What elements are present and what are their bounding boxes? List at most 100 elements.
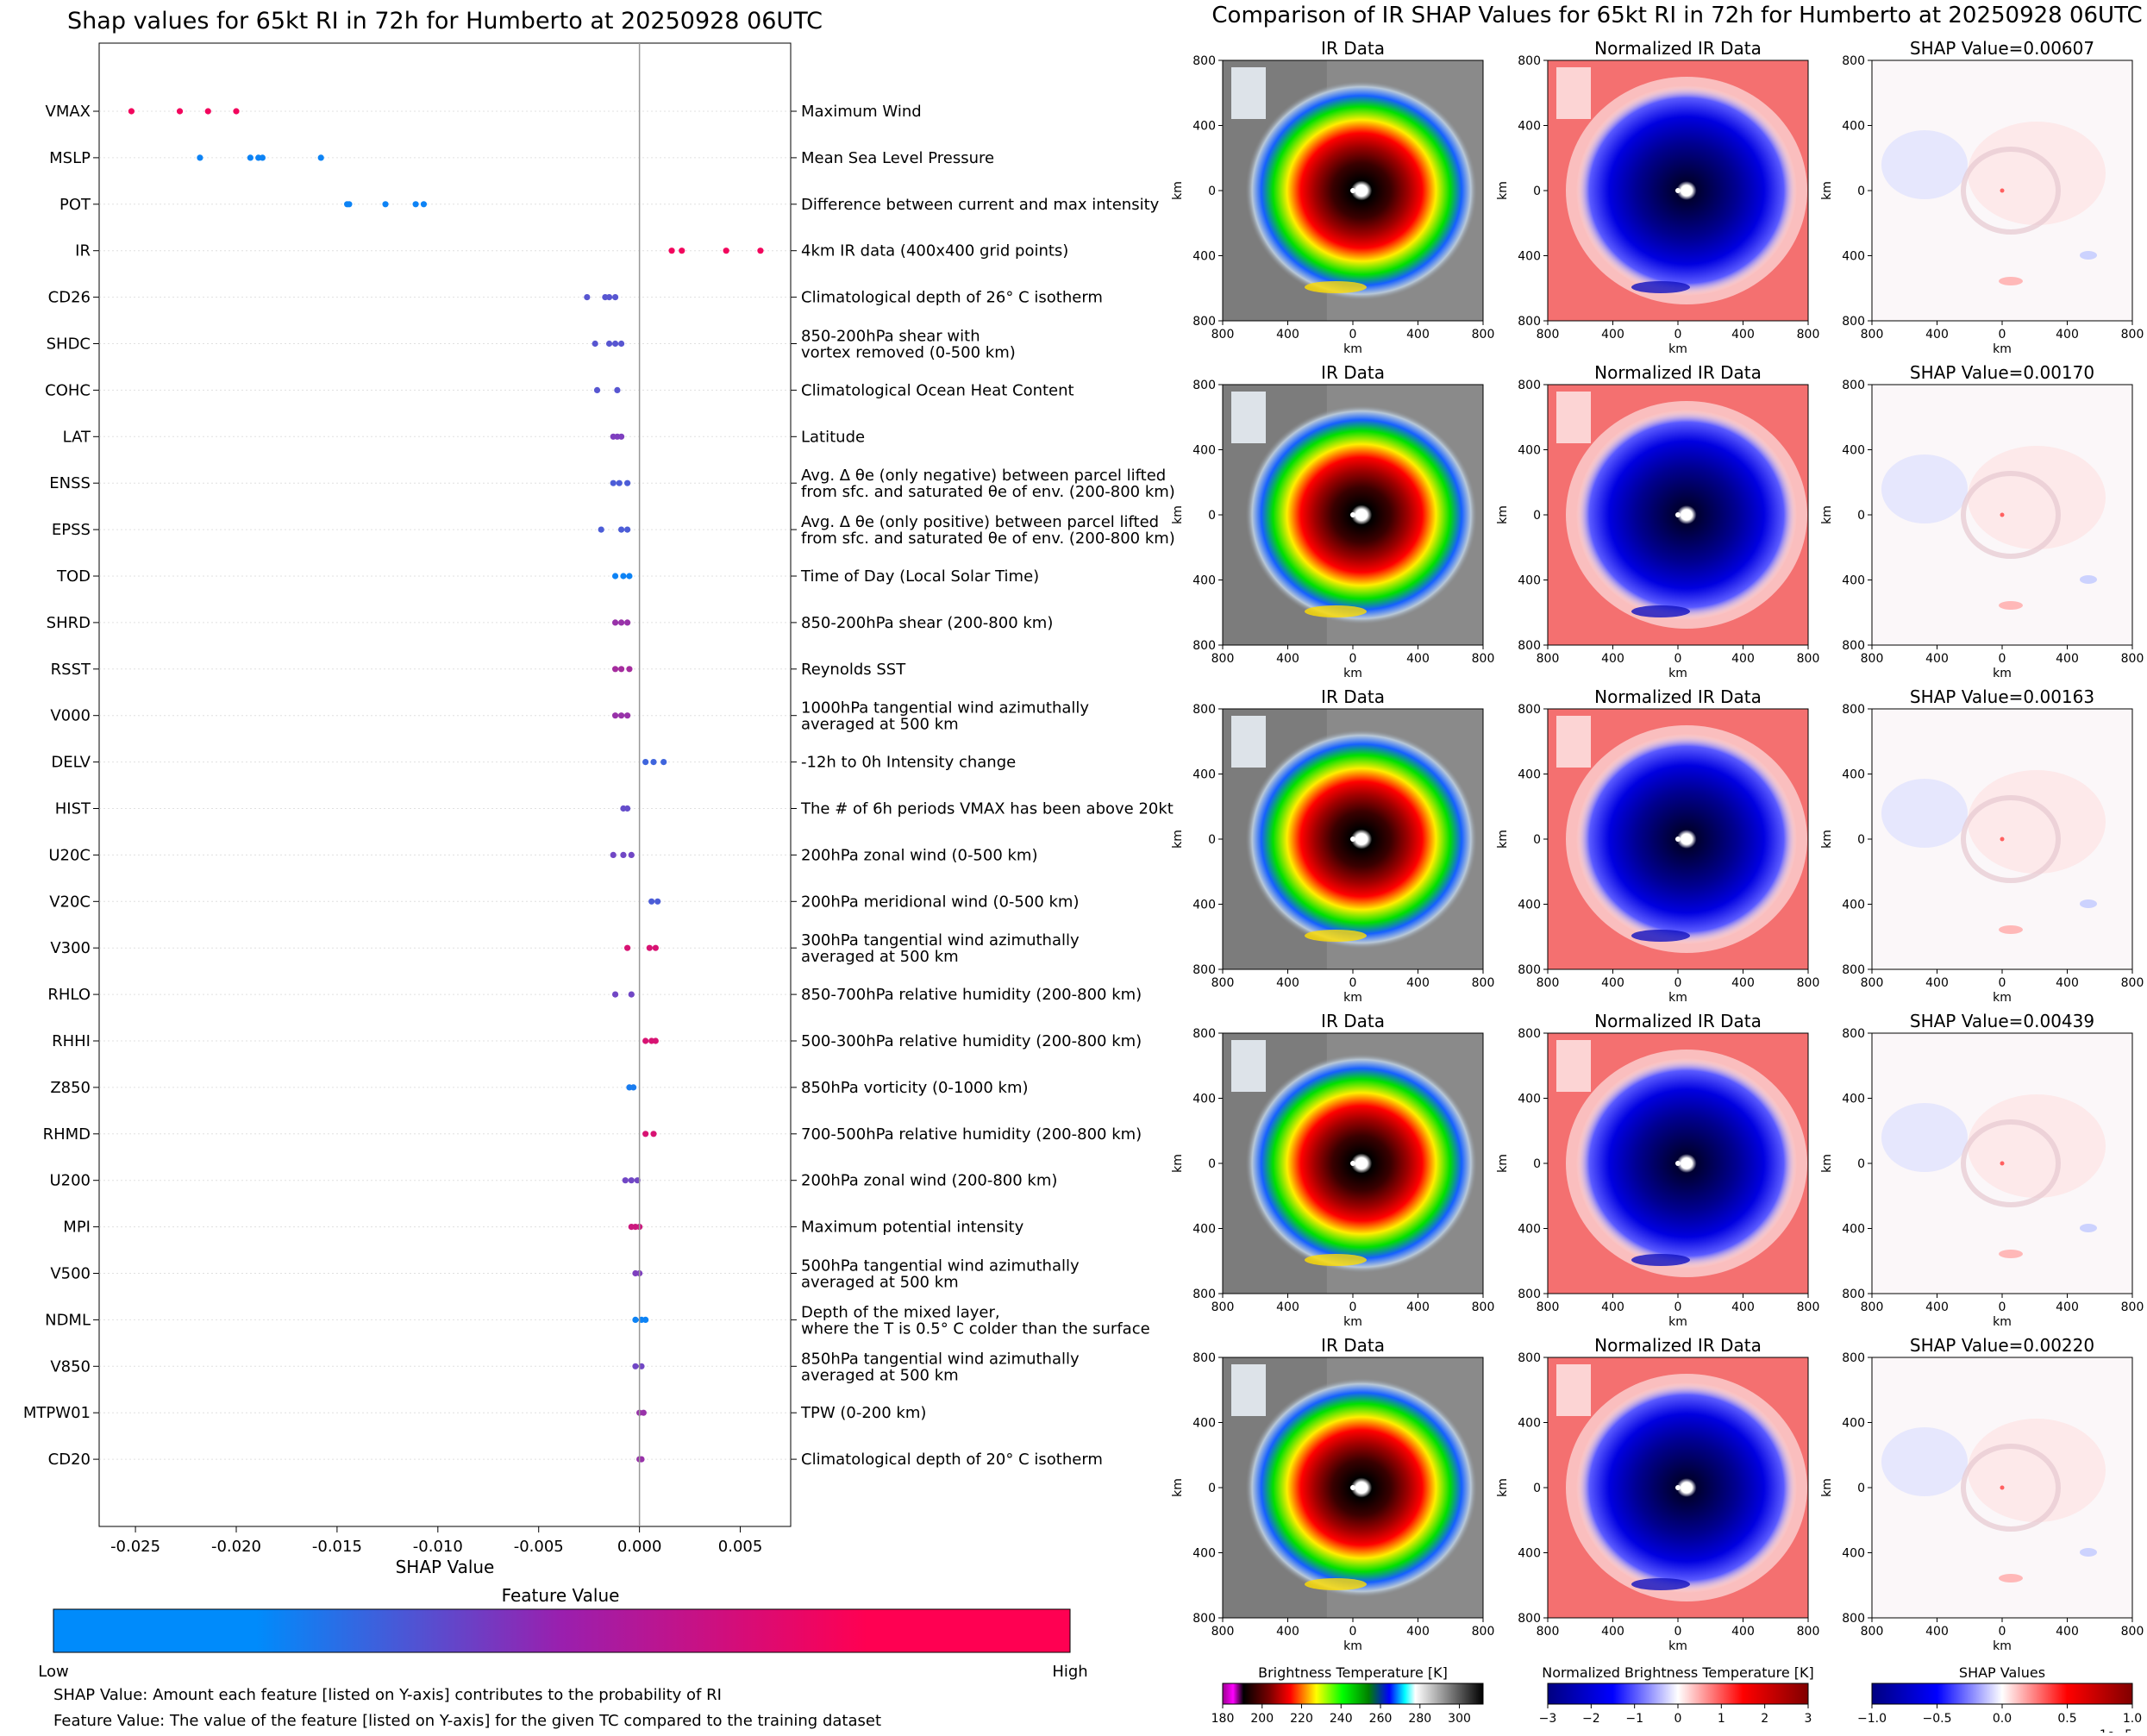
colorbar-high-label: High (1052, 1663, 1087, 1681)
panel-y-tick-label: 400 (1192, 1093, 1216, 1106)
panel-x-tick-label: 800 (1211, 1300, 1235, 1314)
shap-negative-spot (2080, 1224, 2097, 1232)
shap-center (2000, 837, 2005, 842)
panel-y-tick-label: 400 (1192, 768, 1216, 782)
panel-x-tick-label: 400 (1406, 976, 1430, 990)
panel-x-tick-label: 0 (1999, 1300, 2006, 1314)
panel-y-tick-label: 400 (1842, 444, 1865, 458)
panel-y-tick-label: 0 (1208, 1482, 1216, 1495)
shap-colorbar: SHAP Values −1.0 −0.5 0.0 0.5 1.0 1e−5 (1857, 1664, 2142, 1736)
feature-code-label: TOD (56, 567, 91, 586)
panel-x-tick-label: 0 (1349, 328, 1357, 342)
panel-x-tick-label: 400 (1925, 328, 1949, 342)
panel-y-label: km (1496, 830, 1510, 849)
panel-y-tick-label: 800 (1518, 1351, 1541, 1365)
shap-positive-region (1968, 770, 2106, 874)
panel-y-label: km (1171, 505, 1185, 524)
panel-x-tick-label: 400 (2056, 328, 2079, 342)
shap-point (611, 340, 619, 348)
shap-center (2000, 188, 2005, 193)
panel-x-tick-label: 400 (1731, 1625, 1755, 1639)
panel-x-label: km (1993, 1639, 2012, 1653)
panel-y-tick-label: 400 (1518, 574, 1541, 588)
ir-cloud-patch (1231, 716, 1266, 768)
colorbar-tick-label: 280 (1408, 1712, 1431, 1726)
panel-x-tick-label: 400 (1601, 652, 1624, 666)
panel-x-tick-label: 800 (2121, 328, 2144, 342)
panel-y-label: km (1171, 830, 1185, 849)
panel-x-tick-label: 400 (1925, 1300, 1949, 1314)
ir-rainband (1305, 605, 1367, 617)
shap-point (650, 759, 657, 766)
feature-code-label: V500 (50, 1265, 91, 1283)
normalized-ir-panel: Normalized IR Data8008004004000040040080… (1496, 1335, 1819, 1653)
normalized-rainband (1631, 930, 1690, 942)
panel-x-label: km (1993, 991, 2012, 1005)
panel-x-tick-label: 400 (2056, 652, 2079, 666)
panel-title: IR Data (1321, 362, 1385, 383)
feature-code-label: RHHI (52, 1032, 91, 1050)
panel-x-tick-label: 800 (1797, 976, 1820, 990)
x-tick-label: -0.025 (110, 1538, 160, 1556)
panel-y-label: km (1171, 181, 1185, 200)
shap-negative-region (1881, 1103, 1968, 1172)
colorbar-tick-label: 1.0 (2123, 1712, 2142, 1726)
panel-y-tick-label: 400 (1192, 120, 1216, 134)
feature-description: 850-200hPa shear (200-800 km) (801, 614, 1053, 632)
colorbar-tick-label: 260 (1369, 1712, 1393, 1726)
feature-code-label: ENSS (49, 474, 91, 492)
panel-y-label: km (1496, 1154, 1510, 1173)
shap-point (624, 805, 631, 812)
shap-panel: SHAP Value=0.002208008004004000040040080… (1820, 1335, 2144, 1653)
panel-title: IR Data (1321, 1011, 1385, 1031)
shap-positive-region (1968, 446, 2106, 549)
shap-positive-region (1968, 1094, 2106, 1198)
normalized-ir-panel: Normalized IR Data8008004004000040040080… (1496, 38, 1819, 356)
normalized-cloud-patch (1556, 716, 1591, 768)
panel-y-tick-label: 0 (1533, 509, 1541, 523)
feature-description: Mean Sea Level Pressure (801, 149, 994, 167)
shap-point (620, 851, 627, 859)
panel-x-tick-label: 800 (1211, 652, 1235, 666)
panel-x-label: km (1343, 1315, 1362, 1329)
panel-y-tick-label: 800 (1192, 1027, 1216, 1041)
shap-point (624, 526, 631, 533)
shap-center (2000, 512, 2005, 517)
shap-point (616, 479, 623, 486)
shap-point (610, 479, 617, 486)
panel-y-label: km (1820, 1154, 1834, 1173)
panel-y-tick-label: 0 (1208, 185, 1216, 198)
shap-point (605, 340, 613, 348)
colorbar-tick-label: 2 (1761, 1712, 1768, 1726)
panel-y-label: km (1820, 181, 1834, 200)
panel-x-tick-label: 0 (1999, 1625, 2006, 1639)
colorbar-tick-label: 1 (1718, 1712, 1725, 1726)
note-shap-value: SHAP Value: Amount each feature [listed … (53, 1686, 722, 1704)
shap-point (630, 1084, 637, 1091)
feature-description: -12h to 0h Intensity change (801, 754, 1016, 772)
feature-description: Difference between current and max inten… (801, 196, 1160, 214)
panel-x-tick-label: 0 (1674, 976, 1682, 990)
panel-x-tick-label: 400 (1601, 1300, 1624, 1314)
normalized-ir-panel: Normalized IR Data8008004004000040040080… (1496, 1011, 1819, 1329)
panel-title: SHAP Value=0.00439 (1910, 1011, 2094, 1031)
eye-marker (1675, 1485, 1681, 1490)
panel-y-tick-label: 400 (1192, 574, 1216, 588)
panel-y-tick-label: 800 (1842, 639, 1865, 653)
normalized-rainband (1631, 605, 1690, 617)
hurricane-normalized-image (1576, 1058, 1797, 1269)
panel-y-tick-label: 400 (1192, 250, 1216, 264)
panel-x-tick-label: 800 (1211, 328, 1235, 342)
colorbar-tick-label: 0.5 (2057, 1712, 2076, 1726)
feature-code-label: SHRD (47, 614, 91, 632)
colorbar-tick-label: 0 (1674, 1712, 1682, 1726)
normalized-rainband (1631, 281, 1690, 293)
panel-y-tick-label: 800 (1192, 639, 1216, 653)
eye-marker (1350, 512, 1355, 517)
panel-x-tick-label: 400 (1731, 1300, 1755, 1314)
shap-point (614, 386, 621, 393)
shap-panel: SHAP Value=0.001638008004004000040040080… (1820, 686, 2144, 1005)
shap-negative-spot (2080, 575, 2097, 584)
feature-code-label: SHDC (47, 335, 91, 354)
